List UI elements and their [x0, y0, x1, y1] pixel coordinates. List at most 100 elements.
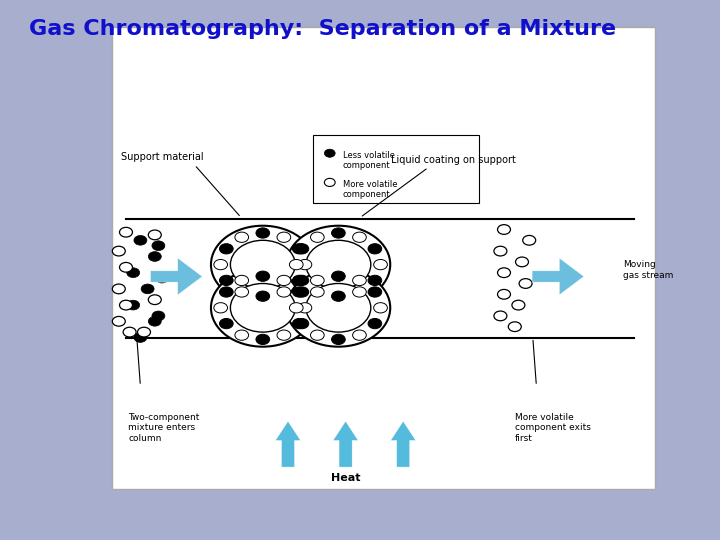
- Circle shape: [220, 287, 233, 297]
- Circle shape: [353, 287, 366, 297]
- Text: Support material: Support material: [121, 152, 203, 162]
- Circle shape: [523, 235, 536, 245]
- Circle shape: [235, 275, 248, 286]
- Circle shape: [127, 300, 140, 310]
- Circle shape: [292, 244, 306, 254]
- Circle shape: [148, 316, 161, 326]
- Circle shape: [220, 244, 233, 254]
- Circle shape: [211, 269, 315, 347]
- Circle shape: [324, 149, 335, 157]
- Circle shape: [295, 275, 309, 286]
- Circle shape: [295, 244, 309, 254]
- Circle shape: [498, 289, 510, 299]
- Circle shape: [148, 252, 161, 261]
- Circle shape: [256, 334, 269, 345]
- Circle shape: [324, 178, 335, 186]
- Text: Liquid coating on support: Liquid coating on support: [391, 154, 516, 165]
- Circle shape: [374, 302, 387, 313]
- Circle shape: [292, 287, 306, 297]
- Circle shape: [353, 232, 366, 242]
- Polygon shape: [532, 258, 584, 295]
- Polygon shape: [333, 421, 359, 467]
- Circle shape: [211, 226, 315, 303]
- Circle shape: [277, 275, 291, 286]
- Circle shape: [292, 319, 306, 329]
- Text: More volatile
component: More volatile component: [343, 180, 397, 199]
- Circle shape: [235, 330, 248, 340]
- Circle shape: [214, 260, 228, 270]
- Circle shape: [331, 271, 346, 281]
- Circle shape: [141, 284, 154, 294]
- Circle shape: [494, 311, 507, 321]
- Circle shape: [230, 284, 295, 332]
- Circle shape: [256, 271, 269, 281]
- Circle shape: [310, 275, 324, 286]
- Circle shape: [368, 244, 382, 254]
- Circle shape: [289, 260, 303, 270]
- Circle shape: [331, 228, 346, 238]
- Circle shape: [277, 330, 291, 340]
- Circle shape: [508, 322, 521, 332]
- Circle shape: [134, 235, 147, 245]
- Circle shape: [156, 273, 168, 283]
- Circle shape: [134, 333, 147, 342]
- Circle shape: [148, 295, 161, 305]
- Circle shape: [368, 319, 382, 329]
- Circle shape: [310, 287, 324, 297]
- Circle shape: [287, 269, 390, 347]
- Text: More volatile
component exits
first: More volatile component exits first: [515, 413, 590, 443]
- Text: Gas Chromatography:  Separation of a Mixture: Gas Chromatography: Separation of a Mixt…: [29, 19, 616, 39]
- Circle shape: [498, 225, 510, 234]
- Circle shape: [368, 275, 382, 286]
- Circle shape: [214, 302, 228, 313]
- Circle shape: [331, 291, 346, 301]
- Circle shape: [235, 232, 248, 242]
- Circle shape: [516, 257, 528, 267]
- Circle shape: [138, 327, 150, 337]
- Circle shape: [368, 287, 382, 297]
- Circle shape: [331, 334, 346, 345]
- Circle shape: [295, 287, 309, 297]
- Circle shape: [220, 319, 233, 329]
- Circle shape: [519, 279, 532, 288]
- Text: Moving
gas stream: Moving gas stream: [623, 260, 673, 280]
- Circle shape: [295, 319, 309, 329]
- Circle shape: [112, 246, 125, 256]
- Circle shape: [120, 300, 132, 310]
- Circle shape: [127, 268, 140, 278]
- Circle shape: [306, 284, 371, 332]
- Text: Less volatile
component: Less volatile component: [343, 151, 395, 170]
- Circle shape: [494, 246, 507, 256]
- Circle shape: [498, 268, 510, 278]
- Circle shape: [277, 287, 291, 297]
- Circle shape: [235, 287, 248, 297]
- Circle shape: [256, 228, 269, 238]
- Circle shape: [310, 330, 324, 340]
- Circle shape: [112, 316, 125, 326]
- Circle shape: [152, 311, 165, 321]
- Polygon shape: [275, 421, 301, 467]
- Text: Heat: Heat: [331, 473, 360, 483]
- Circle shape: [123, 327, 136, 337]
- Circle shape: [306, 240, 371, 289]
- Circle shape: [277, 232, 291, 242]
- Circle shape: [298, 260, 312, 270]
- Circle shape: [289, 302, 303, 313]
- Circle shape: [292, 275, 306, 286]
- FancyBboxPatch shape: [112, 27, 655, 489]
- Circle shape: [120, 227, 132, 237]
- Circle shape: [353, 275, 366, 286]
- Circle shape: [230, 240, 295, 289]
- Circle shape: [287, 226, 390, 303]
- Polygon shape: [391, 421, 416, 467]
- FancyBboxPatch shape: [313, 135, 479, 202]
- Circle shape: [310, 232, 324, 242]
- Polygon shape: [150, 258, 202, 295]
- Circle shape: [220, 275, 233, 286]
- Circle shape: [112, 284, 125, 294]
- Circle shape: [120, 262, 132, 272]
- Circle shape: [353, 330, 366, 340]
- Text: Two-component
mixture enters
column: Two-component mixture enters column: [128, 413, 199, 443]
- Circle shape: [512, 300, 525, 310]
- Circle shape: [152, 241, 165, 251]
